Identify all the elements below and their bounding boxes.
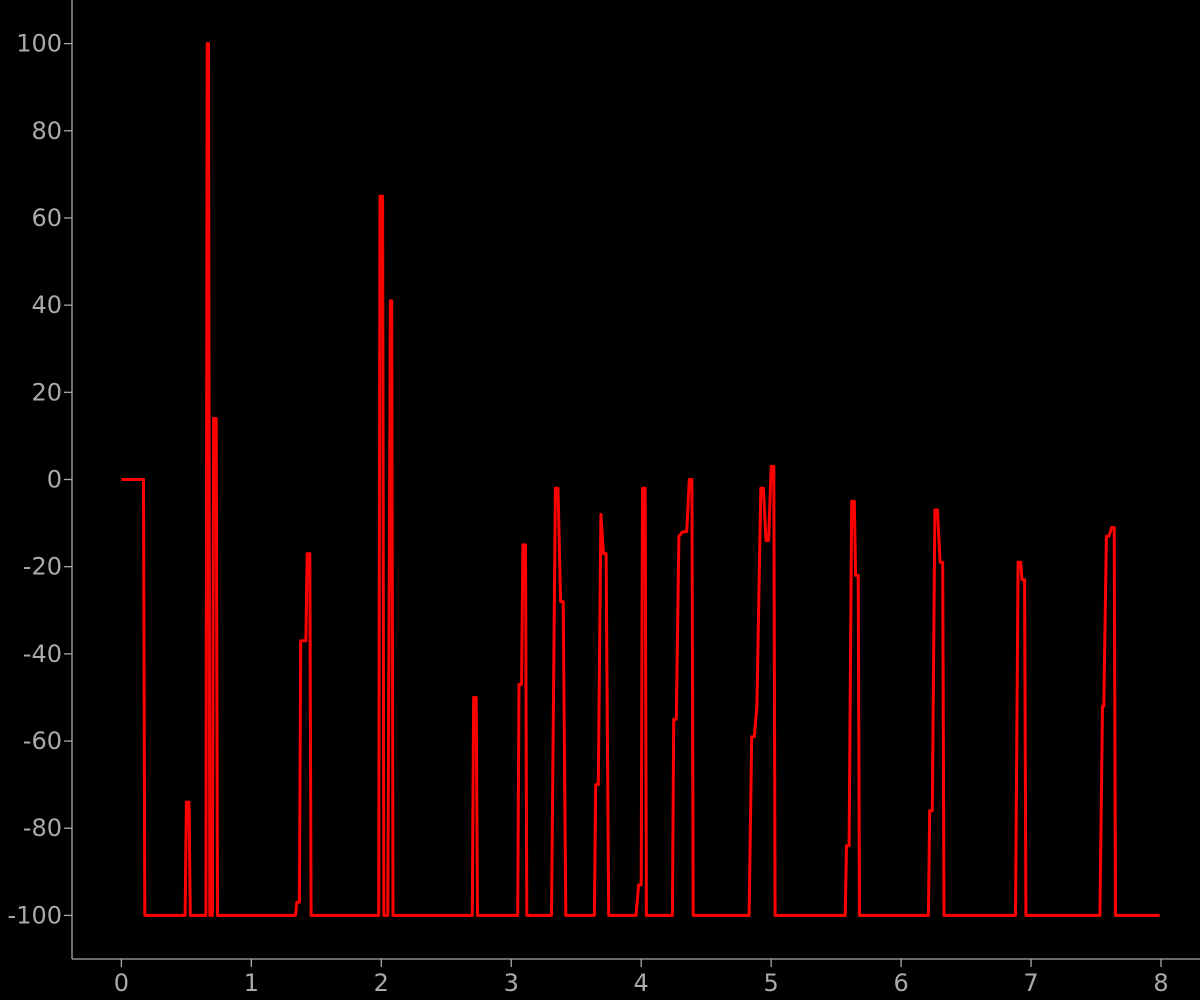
y-tick-label: -60 <box>23 727 62 755</box>
plot-area <box>121 42 1160 917</box>
y-tick-label: 60 <box>31 204 62 232</box>
y-tick-label: 0 <box>47 466 62 494</box>
y-tick-label: -100 <box>8 901 62 929</box>
y-tick-label: -80 <box>23 814 62 842</box>
x-tick-label: 3 <box>504 969 519 997</box>
x-tick-label: 7 <box>1023 969 1038 997</box>
x-tick-label: 6 <box>893 969 908 997</box>
x-tick-label: 1 <box>244 969 259 997</box>
y-tick-label: 80 <box>31 117 62 145</box>
x-tick-label: 5 <box>764 969 779 997</box>
y-tick-label: 100 <box>16 30 62 58</box>
chart-axes: 0 1 2 3 4 5 6 7 8 100 80 60 40 20 0 -20 -40 -60 -80 -100 <box>8 0 1200 997</box>
x-tick-label: 2 <box>374 969 389 997</box>
x-tick-label: 4 <box>634 969 649 997</box>
y-tick-label: 40 <box>31 291 62 319</box>
x-tick-label: 8 <box>1153 969 1168 997</box>
y-tick-label: -40 <box>23 640 62 668</box>
x-tick-label: 0 <box>114 969 129 997</box>
y-tick-label: 20 <box>31 378 62 406</box>
series-line <box>121 42 1160 917</box>
y-tick-label: -20 <box>23 553 62 581</box>
